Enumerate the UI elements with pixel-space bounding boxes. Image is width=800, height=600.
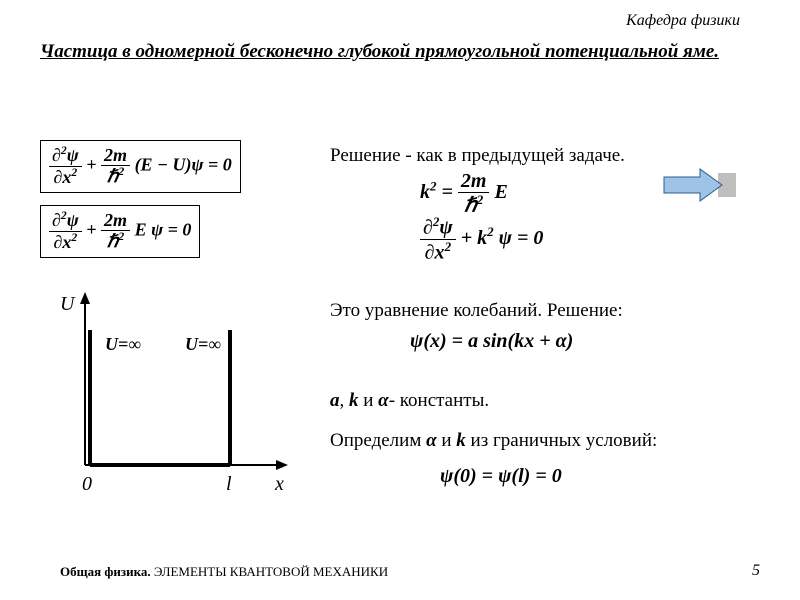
x-axis-label: x bbox=[274, 473, 284, 495]
footer-course: Общая физика. ЭЛЕМЕНТЫ КВАНТОВОЙ МЕХАНИК… bbox=[60, 564, 388, 580]
u-inf-right-label: U=∞ bbox=[185, 334, 221, 354]
u-axis-label: U bbox=[60, 293, 76, 315]
slide-title: Частица в одномерной бесконечно глубокой… bbox=[40, 40, 760, 65]
page-number: 5 bbox=[752, 562, 760, 580]
schrodinger-equation-box: ∂2ψ∂x2 + 2mℏ2 (E − U)ψ = 0 bbox=[40, 140, 241, 193]
potential-well-diagram: U U=∞ U=∞ 0 l x bbox=[40, 290, 300, 500]
zero-label: 0 bbox=[82, 473, 92, 495]
constants-text: a, k и α- константы. bbox=[330, 390, 489, 412]
wave-equation: ∂2ψ∂x2 + k2 ψ = 0 bbox=[420, 215, 543, 263]
oscillation-text: Это уравнение колебаний. Решение: bbox=[330, 300, 623, 322]
solution-prev-text: Решение - как в предыдущей задаче. bbox=[330, 145, 625, 167]
k-definition-equation: k2 = 2mℏ2 E bbox=[420, 170, 508, 217]
determine-text: Определим α и k из граничных условий: bbox=[330, 430, 657, 452]
solution-equation: ψ(x) = a sin(kx + α) bbox=[410, 330, 573, 353]
u-inf-left-label: U=∞ bbox=[105, 334, 141, 354]
arrow-icon bbox=[660, 165, 740, 205]
schrodinger-u0-equation-box: ∂2ψ∂x2 + 2mℏ2 E ψ = 0 bbox=[40, 205, 200, 258]
l-label: l bbox=[226, 473, 232, 495]
boundary-equation: ψ(0) = ψ(l) = 0 bbox=[440, 465, 562, 488]
department-label: Кафедра физики bbox=[626, 12, 740, 30]
